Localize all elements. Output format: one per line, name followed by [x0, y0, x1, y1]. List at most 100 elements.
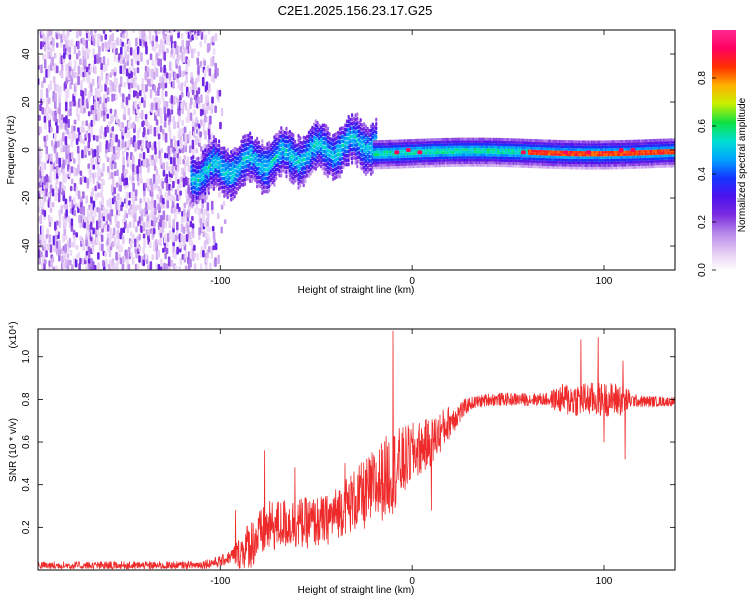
spectrogram-cell [467, 150, 470, 154]
spectrogram-cell [309, 158, 312, 163]
spectrogram-cell [119, 91, 123, 97]
spectrogram-cell [176, 246, 179, 255]
spectrogram-cell [518, 164, 521, 168]
spectrogram-cell [209, 171, 212, 176]
spectrogram-cell [275, 150, 278, 155]
spectrogram-cell [386, 145, 389, 149]
spectrogram-cell [149, 261, 153, 270]
spectrogram-cell [552, 142, 555, 146]
spectrogram-cell [168, 130, 172, 141]
spectrogram-cell [544, 165, 547, 169]
spectrogram-cell [567, 158, 570, 162]
spectrogram-cell [595, 161, 598, 165]
spectrogram-cell [309, 145, 312, 150]
spectrogram-cell [467, 161, 470, 165]
spectrogram-cell [189, 36, 192, 43]
spectrogram-cell [228, 171, 231, 176]
spectrogram-cell [560, 160, 563, 164]
spectrogram-cell [412, 165, 415, 169]
spectrogram-cell [285, 174, 288, 179]
spectrogram-cell [492, 164, 495, 168]
spectrogram-cell [211, 96, 214, 104]
spectrogram-cell [70, 139, 74, 148]
spectrogram-cell [487, 158, 490, 162]
spectrogram-cell [444, 140, 447, 144]
spectrogram-cell [75, 244, 79, 251]
spectrogram-cell [312, 139, 316, 144]
spectrogram-cell [377, 161, 380, 165]
spectrogram-cell [330, 146, 333, 151]
spectrogram-cell [507, 140, 510, 144]
spectrogram-cell [354, 135, 357, 140]
spectrogram-cell [219, 146, 222, 151]
spectrogram-cell [323, 145, 326, 150]
spectrogram-cell [238, 167, 241, 172]
spectrogram-cell [411, 138, 414, 142]
spectrogram-cell [105, 258, 108, 268]
spectrogram-cell [191, 215, 194, 221]
spectrogram-cell [409, 165, 412, 169]
spectrogram-cell [165, 181, 169, 191]
spectrogram-cell [297, 133, 300, 138]
spectrogram-cell [245, 146, 248, 151]
spectrogram-cell [122, 128, 125, 136]
spectrogram-cell [192, 189, 195, 194]
spectrogram-cell [318, 123, 321, 128]
spectrogram-cell [242, 161, 245, 166]
spectrogram-cell [136, 46, 140, 55]
spectrogram-cell [414, 165, 417, 169]
spectrogram-cell [474, 153, 477, 157]
spectrogram-cell [504, 164, 507, 168]
spectrogram-cell [254, 173, 257, 178]
spectrogram-cell [564, 142, 567, 146]
spectrogram-cell [290, 166, 293, 171]
spectrogram-cell [434, 151, 437, 155]
spectrogram-cell [408, 152, 411, 156]
spectrogram-cell [205, 257, 209, 264]
spectrogram-cell [424, 162, 427, 166]
spectrogram-cell [615, 155, 618, 159]
spectrogram-cell [197, 195, 200, 200]
spectrogram-cell [53, 82, 57, 92]
spectrogram-cell [633, 152, 636, 156]
spectrogram-cell [423, 138, 426, 142]
spectrogram-cell [211, 141, 214, 146]
spectrogram-cell [601, 148, 604, 152]
spectrogram-cell [155, 169, 159, 176]
spectrogram-cell [645, 162, 648, 166]
spectrogram-cell [145, 201, 148, 212]
spectrogram-cell [549, 152, 552, 156]
spectrogram-cell [639, 163, 642, 167]
spectrogram-cell [273, 161, 276, 166]
spectrogram-cell [340, 160, 343, 165]
spectrogram-cell [590, 166, 593, 170]
spectrogram-cell [121, 172, 124, 179]
spectrogram-cell [316, 146, 319, 151]
spectrogram-cell [403, 139, 406, 143]
spectrogram-cell [504, 143, 507, 147]
spectrogram-cell [596, 150, 599, 154]
spectrogram-cell [403, 157, 406, 161]
spectrogram-cell [92, 134, 96, 141]
spectrogram-cell [527, 138, 530, 142]
spectrogram-cell [245, 133, 248, 138]
spectrogram-cell [570, 158, 573, 162]
spectrogram-cell [475, 155, 478, 159]
spectrogram-cell [176, 185, 180, 192]
spectrogram-cell [549, 147, 552, 151]
spectrogram-cell [451, 148, 454, 152]
spectrogram-cell [212, 173, 216, 178]
spectrogram-cell [533, 154, 536, 158]
spectrogram-cell [85, 66, 89, 73]
spectrogram-cell [290, 131, 293, 136]
spectrogram-cell [386, 158, 389, 162]
spectrogram-cell [97, 252, 100, 260]
spectrogram-cell [368, 137, 371, 142]
spectrogram-cell [166, 198, 170, 209]
spectrogram-cell [294, 165, 297, 170]
spectrogram-cell [438, 143, 441, 147]
spectrogram-cell [347, 132, 350, 137]
spectrogram-cell [526, 149, 529, 153]
spectrogram-cell [464, 158, 467, 162]
spectrogram-cell [250, 161, 254, 166]
